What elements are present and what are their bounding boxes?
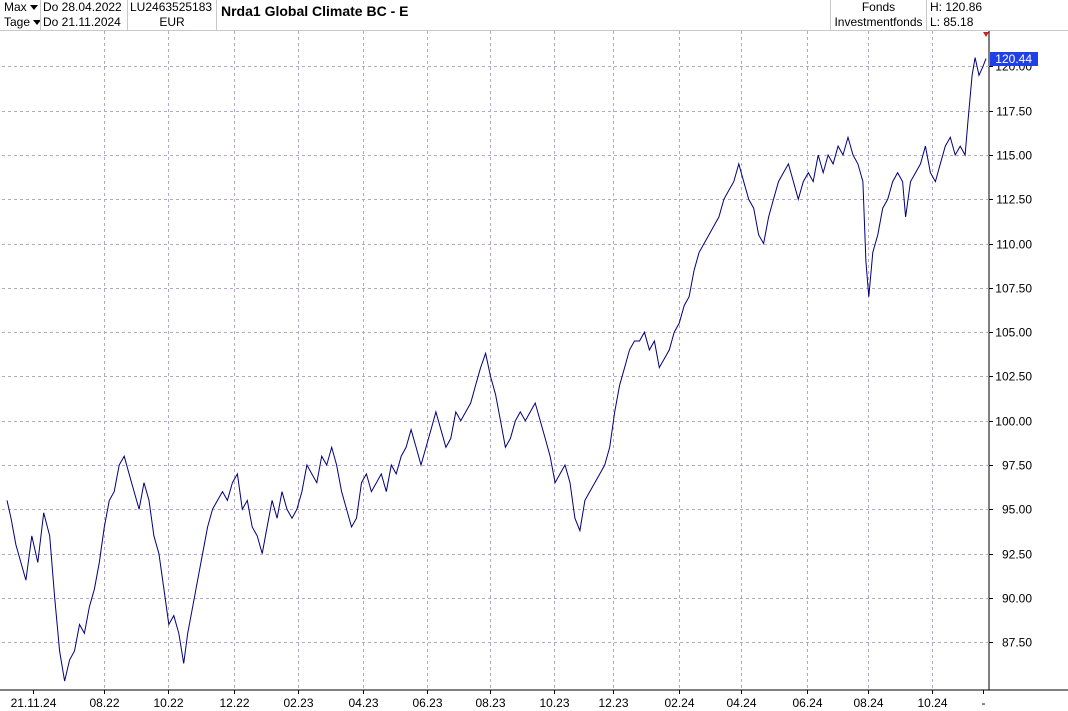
y-tick-label: 107.50 xyxy=(995,282,1032,296)
y-axis: 87.50 90.00 92.50 95.00 97.50 100.00 102.50 105… xyxy=(989,60,1032,650)
x-tick-label: - xyxy=(982,696,986,710)
divider xyxy=(40,0,41,31)
y-tick-label: 117.50 xyxy=(996,105,1032,119)
instrument-type: Fonds xyxy=(861,0,896,14)
x-tick-label: 08.23 xyxy=(475,696,505,710)
chart-grid xyxy=(0,31,1068,691)
x-axis: 21.11.24 08.22 10.22 12.22 02.23 04.23 06.23 08… xyxy=(11,690,986,710)
divider xyxy=(926,0,927,31)
x-tick-label: 10.23 xyxy=(539,696,569,710)
isin-code: LU2463525183 xyxy=(130,0,213,14)
chevron-down-icon xyxy=(29,5,38,11)
x-tick-label: 08.24 xyxy=(853,696,883,710)
period-value: Max xyxy=(4,0,27,14)
y-tick-label: 102.50 xyxy=(995,370,1032,384)
header-bottom-border xyxy=(0,30,1068,31)
divider xyxy=(830,0,831,31)
divider xyxy=(127,0,128,31)
x-tick-label: 04.24 xyxy=(726,696,756,710)
last-price-label: 120.44 xyxy=(995,52,1032,66)
y-tick-label: 87.50 xyxy=(1002,636,1032,650)
x-tick-label: 10.22 xyxy=(153,696,183,710)
last-price-badge xyxy=(990,52,1038,66)
y-tick-label: 92.50 xyxy=(1002,548,1032,562)
y-tick-label: 105.00 xyxy=(995,326,1032,340)
divider xyxy=(216,0,217,31)
y-tick-label: 95.00 xyxy=(1002,503,1032,517)
price-series-line xyxy=(6,57,987,682)
y-tick-label: 97.50 xyxy=(1002,459,1032,473)
high-value: H: 120.86 xyxy=(930,0,983,14)
x-tick-label: 10.24 xyxy=(917,696,947,710)
interval-value: Tage xyxy=(4,15,31,29)
chart-title: Nrda1 Global Climate BC - E xyxy=(221,3,409,19)
x-tick-label: 08.22 xyxy=(89,696,119,710)
date-from: Do 28.04.2022 xyxy=(43,0,122,14)
x-tick-label: 06.24 xyxy=(792,696,822,710)
chart-header: Max Tage Do 28.04.2022 Do 21.11.2024 LU2… xyxy=(0,0,1068,31)
date-to: Do 21.11.2024 xyxy=(43,15,121,29)
y-tick-label: 115.00 xyxy=(996,149,1032,163)
x-tick-label: 06.23 xyxy=(412,696,442,710)
x-tick-label: 02.24 xyxy=(664,696,694,710)
last-price-marker: 120.44 xyxy=(983,32,1038,66)
chevron-down-icon xyxy=(33,20,42,26)
y-tick-label: 90.00 xyxy=(1002,592,1032,606)
y-tick-label: 100.00 xyxy=(995,415,1032,429)
x-tick-label: 21.11.24 xyxy=(11,696,57,710)
interval-dropdown[interactable]: Tage xyxy=(4,15,42,30)
x-tick-label: 04.23 xyxy=(348,696,378,710)
x-tick-label: 12.22 xyxy=(219,696,249,710)
currency: EUR xyxy=(159,15,185,29)
y-tick-label: 110.00 xyxy=(996,238,1032,252)
period-dropdown[interactable]: Max xyxy=(4,0,38,15)
price-chart[interactable]: 87.50 90.00 92.50 95.00 97.50 100.00 102.50 105… xyxy=(0,31,1068,711)
x-tick-label: 02.23 xyxy=(283,696,313,710)
low-value: L: 85.18 xyxy=(930,15,974,29)
x-tick-label: 12.23 xyxy=(598,696,628,710)
instrument-category: Investmentfonds xyxy=(834,15,923,29)
y-tick-label: 112.50 xyxy=(996,193,1032,207)
high-marker-icon xyxy=(983,32,989,37)
